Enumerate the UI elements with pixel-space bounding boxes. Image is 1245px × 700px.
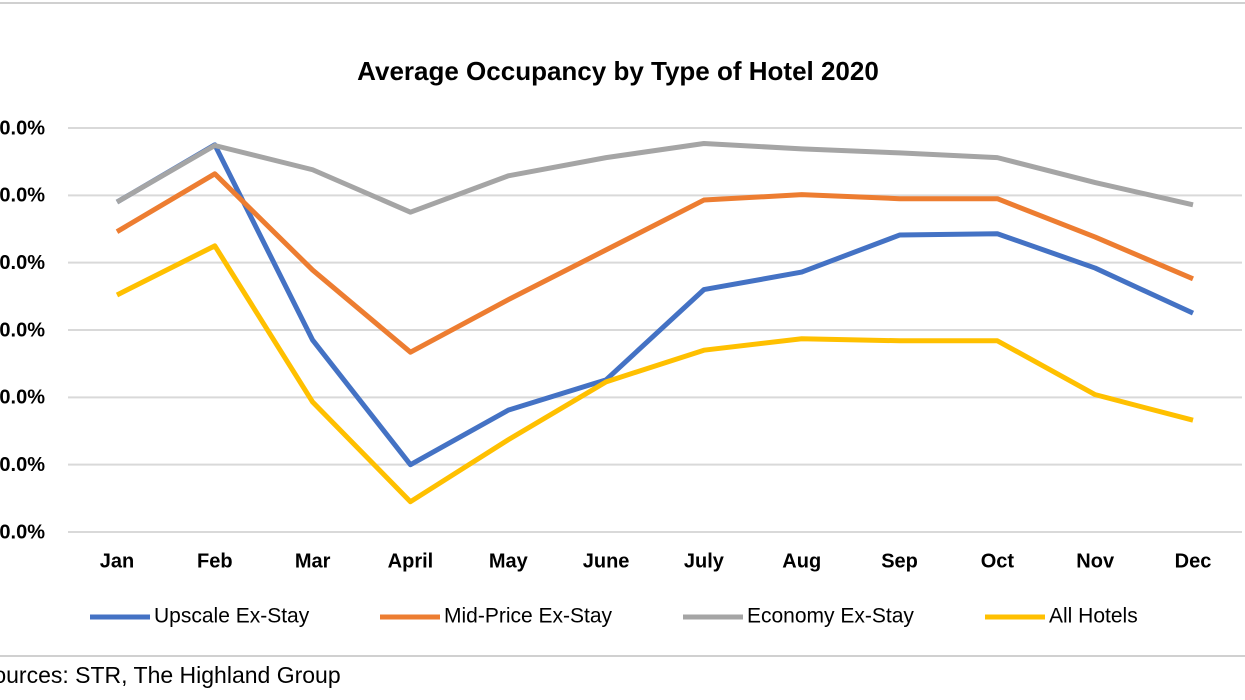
source-note: Sources: STR, The Highland Group <box>0 662 341 688</box>
y-tick-label: 80.0% <box>0 117 45 139</box>
x-tick-label: Aug <box>782 550 821 572</box>
series-line <box>115 171 1194 355</box>
y-tick-label: 60.0% <box>0 252 45 274</box>
legend-label: All Hotels <box>1049 605 1138 628</box>
x-tick-label: May <box>489 550 529 572</box>
series-line <box>115 140 1194 215</box>
chart-title: Average Occupancy by Type of Hotel 2020 <box>357 56 879 86</box>
x-tick-label: Sep <box>881 550 918 572</box>
series-line <box>115 142 1195 468</box>
series-line <box>115 243 1194 505</box>
x-tick-label: Oct <box>981 550 1015 572</box>
x-tick-label: Feb <box>197 550 233 572</box>
x-tick-label: June <box>583 550 630 572</box>
x-tick-label: Dec <box>1175 550 1212 572</box>
y-tick-label: 40.0% <box>0 387 45 409</box>
x-tick-label: Mar <box>295 550 331 572</box>
x-tick-label: Nov <box>1076 550 1115 572</box>
legend-label: Economy Ex-Stay <box>747 605 914 628</box>
x-tick-label: July <box>684 550 725 572</box>
legend-label: Mid-Price Ex-Stay <box>444 605 613 628</box>
x-tick-label: April <box>388 550 434 572</box>
y-tick-label: 50.0% <box>0 319 45 341</box>
x-tick-label: Jan <box>100 550 134 572</box>
y-tick-label: 70.0% <box>0 185 45 207</box>
y-tick-label: 30.0% <box>0 454 45 476</box>
y-tick-label: 20.0% <box>0 521 45 543</box>
legend-label: Upscale Ex-Stay <box>154 605 310 628</box>
